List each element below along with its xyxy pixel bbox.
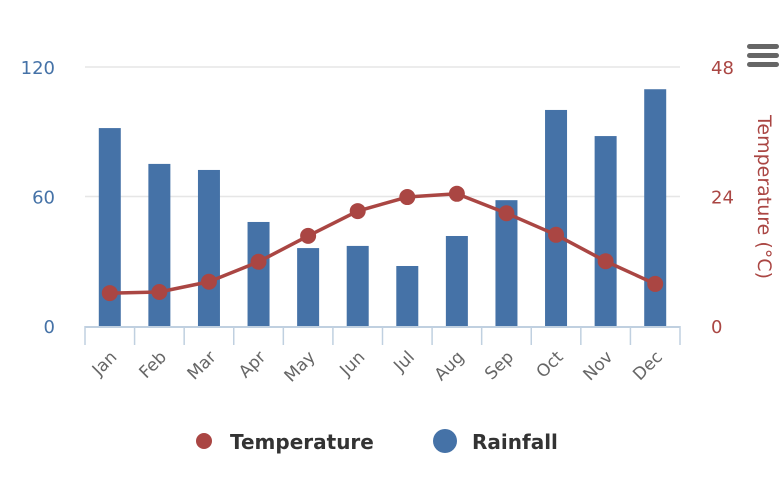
temperature-point-jun[interactable] <box>349 203 366 220</box>
x-tick-label: Jun <box>336 347 370 381</box>
rainfall-bar-aug[interactable] <box>445 235 468 326</box>
rainfall-bar-mar[interactable] <box>197 169 220 326</box>
rainfall-bar-jul[interactable] <box>396 265 419 326</box>
legend-item-temperature[interactable]: Temperature <box>196 430 374 454</box>
rainfall-bar-jan[interactable] <box>98 128 121 326</box>
rainfall-bar-may[interactable] <box>297 248 320 326</box>
y-axis-left: 0 60 120 <box>21 58 55 338</box>
rainfall-bar-dec[interactable] <box>644 89 667 326</box>
y-left-tick-label: 60 <box>32 188 55 209</box>
x-tick-label: Apr <box>235 347 270 382</box>
x-axis: Jan Feb Mar Apr May Jun Jul Aug Sep Oct Nov Dec <box>84 326 681 386</box>
temperature-point-apr[interactable] <box>250 253 267 270</box>
x-tick-label: May <box>281 347 320 386</box>
y-left-tick-label: 120 <box>21 58 55 79</box>
rainfall-bar-jun[interactable] <box>346 245 369 326</box>
temperature-point-aug[interactable] <box>448 185 465 202</box>
rainfall-bar-oct[interactable] <box>545 109 568 326</box>
temperature-point-may[interactable] <box>300 227 317 244</box>
y-right-tick-label: 0 <box>711 317 722 338</box>
rainfall-bars <box>98 89 667 326</box>
temperature-point-feb[interactable] <box>151 284 168 301</box>
temperature-line <box>101 185 664 302</box>
temperature-point-dec[interactable] <box>647 275 664 292</box>
gridlines <box>85 66 680 198</box>
rainfall-bar-sep[interactable] <box>495 200 518 326</box>
x-tick-label: Oct <box>533 347 568 382</box>
rainfall-bar-nov[interactable] <box>594 136 617 326</box>
legend-item-rainfall[interactable]: Rainfall <box>433 429 558 454</box>
y-right-tick-label: 48 <box>711 58 734 79</box>
x-tick-label: Jul <box>389 347 418 376</box>
y-axis-right: 0 24 48 <box>711 58 734 338</box>
temperature-point-sep[interactable] <box>498 205 515 222</box>
rainfall-bar-feb[interactable] <box>148 163 171 326</box>
temperature-point-jan[interactable] <box>101 285 118 302</box>
legend-label-rainfall: Rainfall <box>472 430 558 454</box>
x-tick-label: Aug <box>431 347 469 385</box>
temperature-point-nov[interactable] <box>597 253 614 270</box>
temperature-point-oct[interactable] <box>548 226 565 243</box>
legend-marker-temperature <box>196 433 212 449</box>
x-tick-label: Mar <box>184 347 221 384</box>
legend: Temperature Rainfall <box>196 429 558 454</box>
x-tick-label: Nov <box>580 347 618 385</box>
rainfall-bar-apr[interactable] <box>247 221 270 326</box>
temperature-series-line <box>109 192 656 295</box>
temperature-point-jul[interactable] <box>399 189 416 206</box>
x-tick-label: Dec <box>629 347 666 384</box>
y-right-tick-label: 24 <box>711 188 734 209</box>
y-left-tick-label: 0 <box>44 317 55 338</box>
x-tick-label: Feb <box>135 347 170 382</box>
x-tick-label: Sep <box>481 347 518 384</box>
temperature-point-mar[interactable] <box>200 273 217 290</box>
y-axis-right-title: Temperature (°C) <box>753 114 775 279</box>
legend-label-temperature: Temperature <box>230 430 374 454</box>
legend-marker-rainfall <box>433 429 457 453</box>
x-tick-label: Jan <box>88 347 121 380</box>
hamburger-menu-icon[interactable] <box>747 44 779 67</box>
